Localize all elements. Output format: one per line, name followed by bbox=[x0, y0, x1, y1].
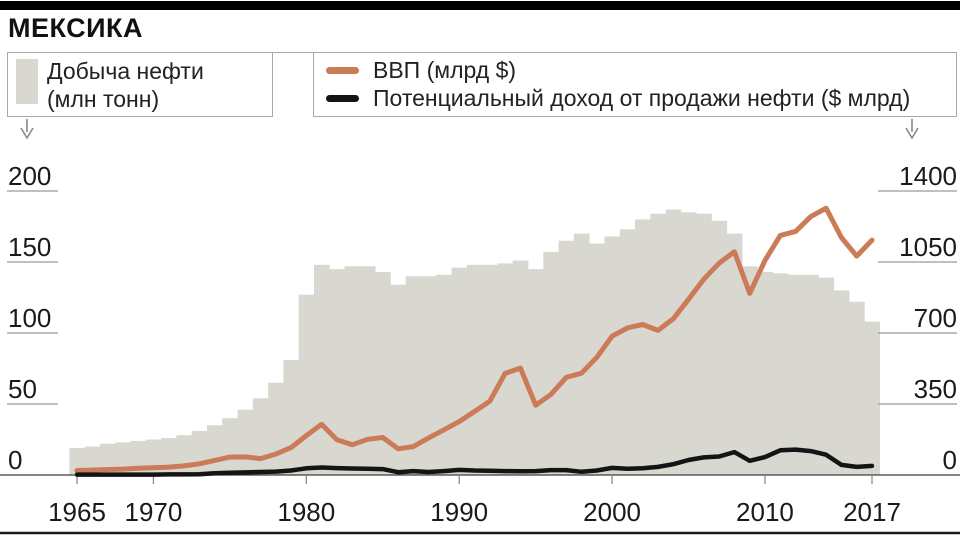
svg-text:2000: 2000 bbox=[583, 497, 641, 527]
x-axis-ticks: 1965 1970 1980 1990 2000 2010 2017 bbox=[48, 475, 901, 527]
legend-item-gdp: ВВП (млрд $) bbox=[314, 56, 956, 84]
income-line-label: Потенциальный доход от продажи нефти ($ … bbox=[373, 85, 911, 111]
svg-text:1970: 1970 bbox=[125, 497, 183, 527]
legend-item-income: Потенциальный доход от продажи нефти ($ … bbox=[314, 84, 956, 112]
svg-text:2010: 2010 bbox=[736, 497, 794, 527]
line-series bbox=[74, 447, 875, 477]
svg-text:50: 50 bbox=[8, 374, 37, 404]
bar-series bbox=[69, 209, 881, 476]
svg-text:150: 150 bbox=[8, 232, 51, 262]
down-arrow-icon bbox=[20, 119, 34, 140]
svg-text:1980: 1980 bbox=[277, 497, 335, 527]
down-arrow-icon bbox=[905, 119, 919, 140]
income-line-swatch bbox=[326, 95, 359, 102]
svg-text:1965: 1965 bbox=[48, 497, 106, 527]
legend-oil-production: Добыча нефти (млн тонн) bbox=[7, 52, 273, 117]
y-axes: 200 150 100 50 0 1400 1050 700 350 0 bbox=[7, 161, 957, 475]
svg-text:0: 0 bbox=[8, 445, 22, 475]
legend-lines: ВВП (млрд $) Потенциальный доход от прод… bbox=[313, 52, 957, 117]
svg-text:0: 0 bbox=[943, 445, 957, 475]
line-series bbox=[74, 205, 875, 473]
svg-text:700: 700 bbox=[914, 303, 957, 333]
bar-series-label-line2: (млн тонн) bbox=[47, 86, 160, 112]
bar-series-label-line1: Добыча нефти bbox=[47, 58, 204, 84]
svg-text:1400: 1400 bbox=[899, 161, 957, 191]
svg-text:350: 350 bbox=[914, 374, 957, 404]
svg-text:200: 200 bbox=[8, 161, 51, 191]
svg-text:2017: 2017 bbox=[843, 497, 901, 527]
svg-text:1990: 1990 bbox=[430, 497, 488, 527]
svg-text:100: 100 bbox=[8, 303, 51, 333]
page-title: МЕКСИКА bbox=[8, 13, 144, 43]
top-rule-bar bbox=[0, 1, 960, 10]
bar-series-swatch bbox=[16, 59, 38, 104]
svg-text:1050: 1050 bbox=[899, 232, 957, 262]
gdp-line-label: ВВП (млрд $) bbox=[373, 57, 517, 83]
bar-series-label: Добыча нефти (млн тонн) bbox=[47, 57, 204, 113]
gdp-line-swatch bbox=[326, 67, 359, 74]
